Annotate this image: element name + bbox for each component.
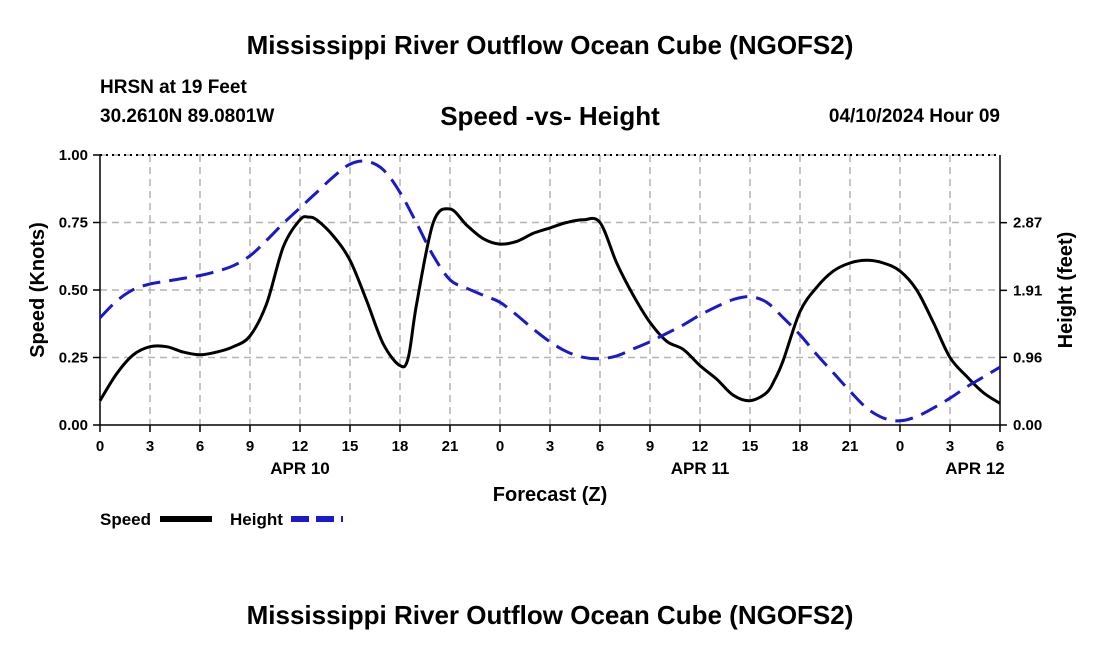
y-tick-label: 0.00 bbox=[59, 417, 88, 434]
x-tick-label: 3 bbox=[546, 438, 554, 455]
series-line-height bbox=[98, 159, 1001, 423]
date-label: APR 12 bbox=[945, 459, 1005, 478]
series-line-speed bbox=[98, 207, 1001, 405]
forecast-datetime: 04/10/2024 Hour 09 bbox=[828, 106, 1000, 127]
coordinates-label: 30.2610N 89.0801W bbox=[100, 106, 275, 127]
x-tick-label: 0 bbox=[896, 438, 904, 455]
legend-label-height: Height bbox=[230, 510, 283, 529]
x-tick-label: 15 bbox=[742, 438, 759, 455]
y-tick-label: 0.75 bbox=[59, 215, 88, 232]
y-tick-label: 0.50 bbox=[59, 282, 88, 299]
date-label: APR 10 bbox=[270, 459, 330, 478]
x-tick-label: 18 bbox=[392, 438, 409, 455]
y-tick-label: 1.00 bbox=[59, 147, 88, 164]
y2-tick-label: 2.87 bbox=[1013, 215, 1042, 232]
y-tick-label: 0.25 bbox=[59, 350, 88, 367]
date-label: APR 11 bbox=[671, 459, 730, 478]
x-tick-label: 3 bbox=[946, 438, 954, 455]
x-tick-label: 6 bbox=[196, 438, 204, 455]
chart-subtitle: Speed -vs- Height bbox=[440, 101, 660, 131]
y2-axis-label: Height (feet) bbox=[1055, 232, 1077, 349]
x-tick-label: 9 bbox=[246, 438, 254, 455]
x-tick-label: 0 bbox=[496, 438, 504, 455]
x-tick-label: 12 bbox=[292, 438, 309, 455]
x-tick-label: 21 bbox=[442, 438, 459, 455]
x-tick-label: 12 bbox=[692, 438, 709, 455]
x-tick-label: 9 bbox=[646, 438, 654, 455]
y2-tick-label: 0.96 bbox=[1013, 349, 1042, 366]
x-tick-label: 15 bbox=[342, 438, 359, 455]
x-tick-label: 6 bbox=[996, 438, 1004, 455]
footer-title: Mississippi River Outflow Ocean Cube (NG… bbox=[246, 600, 854, 630]
legend-label-speed: Speed bbox=[100, 510, 151, 529]
x-tick-label: 6 bbox=[596, 438, 604, 455]
x-tick-label: 0 bbox=[96, 438, 104, 455]
x-tick-label: 3 bbox=[146, 438, 154, 455]
x-tick-label: 21 bbox=[842, 438, 859, 455]
y-axis-label: Speed (Knots) bbox=[27, 222, 49, 358]
station-label: HRSN at 19 Feet bbox=[100, 77, 247, 98]
x-axis-label: Forecast (Z) bbox=[493, 484, 607, 506]
y2-tick-label: 0.00 bbox=[1013, 417, 1042, 434]
chart-title: Mississippi River Outflow Ocean Cube (NG… bbox=[246, 30, 854, 60]
x-tick-label: 18 bbox=[792, 438, 809, 455]
y2-tick-label: 1.91 bbox=[1013, 282, 1042, 299]
